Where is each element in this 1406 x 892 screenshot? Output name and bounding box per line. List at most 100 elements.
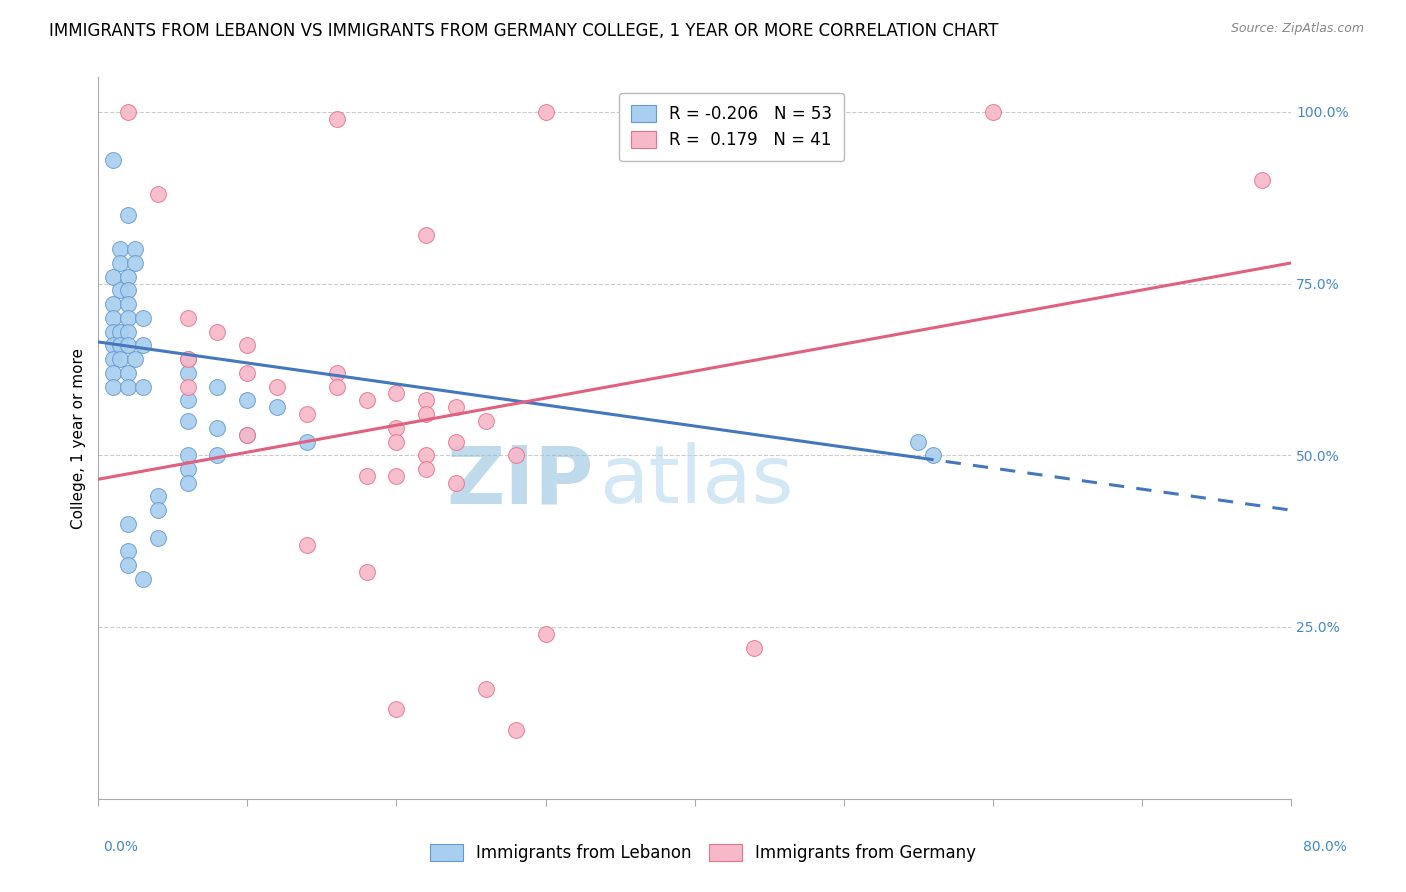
Legend: R = -0.206   N = 53, R =  0.179   N = 41: R = -0.206 N = 53, R = 0.179 N = 41 — [620, 93, 844, 161]
Text: atlas: atlas — [599, 442, 793, 520]
Point — [132, 572, 155, 586]
Point — [176, 379, 198, 393]
Point — [176, 366, 198, 380]
Point — [207, 379, 229, 393]
Point — [101, 297, 124, 311]
Point — [534, 104, 557, 119]
Point — [385, 434, 408, 449]
Point — [124, 352, 146, 367]
Point — [325, 366, 347, 380]
Point — [907, 434, 929, 449]
Point — [176, 393, 198, 408]
Point — [110, 338, 132, 352]
Legend: Immigrants from Lebanon, Immigrants from Germany: Immigrants from Lebanon, Immigrants from… — [422, 836, 984, 871]
Point — [146, 490, 169, 504]
Text: IMMIGRANTS FROM LEBANON VS IMMIGRANTS FROM GERMANY COLLEGE, 1 YEAR OR MORE CORRE: IMMIGRANTS FROM LEBANON VS IMMIGRANTS FR… — [49, 22, 998, 40]
Point — [176, 462, 198, 476]
Point — [117, 208, 139, 222]
Point — [744, 640, 766, 655]
Point — [683, 104, 706, 119]
Point — [124, 242, 146, 256]
Point — [236, 427, 259, 442]
Point — [356, 468, 378, 483]
Point — [236, 366, 259, 380]
Point — [444, 475, 467, 490]
Point — [207, 421, 229, 435]
Point — [117, 338, 139, 352]
Point — [117, 544, 139, 558]
Point — [415, 228, 437, 243]
Point — [415, 393, 437, 408]
Point — [132, 310, 155, 325]
Text: ZIP: ZIP — [446, 442, 593, 520]
Point — [117, 325, 139, 339]
Point — [110, 284, 132, 298]
Point — [207, 325, 229, 339]
Point — [146, 531, 169, 545]
Point — [385, 468, 408, 483]
Point — [101, 153, 124, 167]
Point — [325, 112, 347, 126]
Point — [266, 400, 288, 414]
Point — [110, 352, 132, 367]
Point — [176, 448, 198, 462]
Point — [146, 187, 169, 202]
Point — [101, 352, 124, 367]
Text: Source: ZipAtlas.com: Source: ZipAtlas.com — [1230, 22, 1364, 36]
Point — [117, 516, 139, 531]
Point — [176, 352, 198, 367]
Point — [110, 256, 132, 270]
Point — [117, 366, 139, 380]
Point — [385, 386, 408, 401]
Point — [266, 379, 288, 393]
Point — [325, 379, 347, 393]
Point — [415, 407, 437, 421]
Point — [176, 475, 198, 490]
Point — [117, 310, 139, 325]
Text: 80.0%: 80.0% — [1303, 840, 1347, 855]
Point — [101, 379, 124, 393]
Point — [117, 297, 139, 311]
Point — [110, 242, 132, 256]
Point — [415, 448, 437, 462]
Point — [236, 338, 259, 352]
Y-axis label: College, 1 year or more: College, 1 year or more — [72, 348, 86, 529]
Point — [101, 310, 124, 325]
Point — [385, 421, 408, 435]
Point — [1250, 173, 1272, 187]
Point — [132, 379, 155, 393]
Point — [385, 702, 408, 716]
Point — [110, 325, 132, 339]
Point — [117, 379, 139, 393]
Point — [505, 448, 527, 462]
Point — [505, 723, 527, 737]
Point — [475, 414, 498, 428]
Point — [295, 434, 318, 449]
Point — [101, 338, 124, 352]
Point — [124, 256, 146, 270]
Point — [444, 434, 467, 449]
Point — [101, 269, 124, 284]
Point — [101, 325, 124, 339]
Point — [101, 366, 124, 380]
Point — [117, 269, 139, 284]
Point — [922, 448, 945, 462]
Point — [356, 393, 378, 408]
Point — [295, 537, 318, 551]
Point — [415, 462, 437, 476]
Point — [146, 503, 169, 517]
Point — [444, 400, 467, 414]
Point — [117, 558, 139, 573]
Point — [236, 427, 259, 442]
Point — [176, 310, 198, 325]
Point — [475, 681, 498, 696]
Point — [117, 284, 139, 298]
Point — [117, 104, 139, 119]
Point — [295, 407, 318, 421]
Point — [132, 338, 155, 352]
Point — [236, 393, 259, 408]
Point — [176, 352, 198, 367]
Point — [207, 448, 229, 462]
Text: 0.0%: 0.0% — [103, 840, 138, 855]
Point — [981, 104, 1004, 119]
